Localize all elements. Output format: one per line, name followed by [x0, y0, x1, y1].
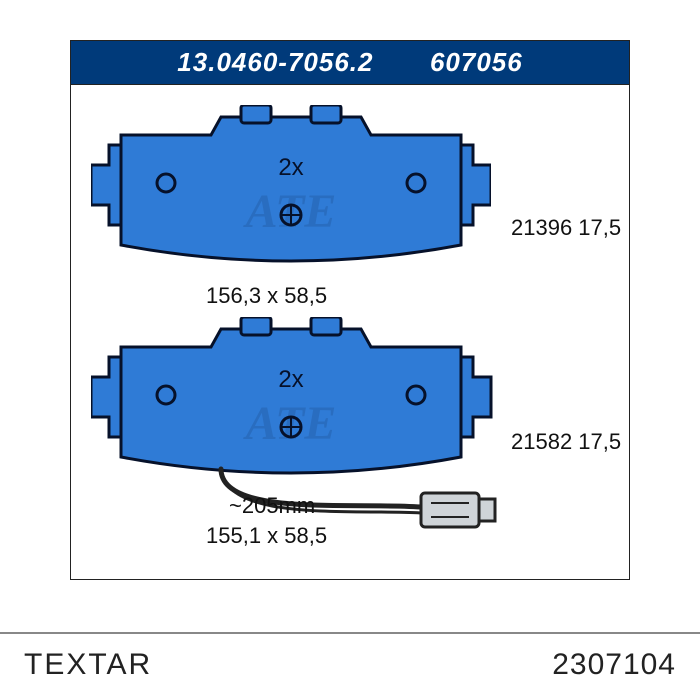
pads-zone: ATE 2x 21396 17,5 156,3 x 58,5 ATE 2x [71, 85, 629, 577]
top-pad-side-code: 21396 17,5 [511, 215, 621, 241]
footer-bar: TEXTAR 2307104 [0, 632, 700, 700]
svg-text:ATE: ATE [243, 185, 337, 238]
wear-sensor-connector [421, 493, 495, 527]
top-pad-dim: 156,3 x 58,5 [206, 283, 327, 309]
bottom-pad-qty: 2x [278, 366, 303, 393]
header-ref2: 607056 [430, 47, 523, 77]
footer-brand: TEXTAR [24, 648, 152, 682]
top-pad-qty: 2x [278, 154, 303, 181]
header-ref1: 13.0460-7056.2 [177, 47, 373, 77]
header-band: 13.0460-7056.2 607056 [71, 41, 629, 85]
svg-text:ATE: ATE [243, 397, 337, 450]
bottom-pad-wire-length: ~205mm [229, 493, 315, 519]
brake-pad-top: ATE 2x [91, 105, 491, 275]
bottom-pad-dim: 155,1 x 58,5 [206, 523, 327, 549]
diagram-area: 13.0460-7056.2 607056 ATE 2x 213 [70, 40, 630, 580]
footer-part-number: 2307104 [552, 648, 676, 682]
bottom-pad-side-code: 21582 17,5 [511, 429, 621, 455]
